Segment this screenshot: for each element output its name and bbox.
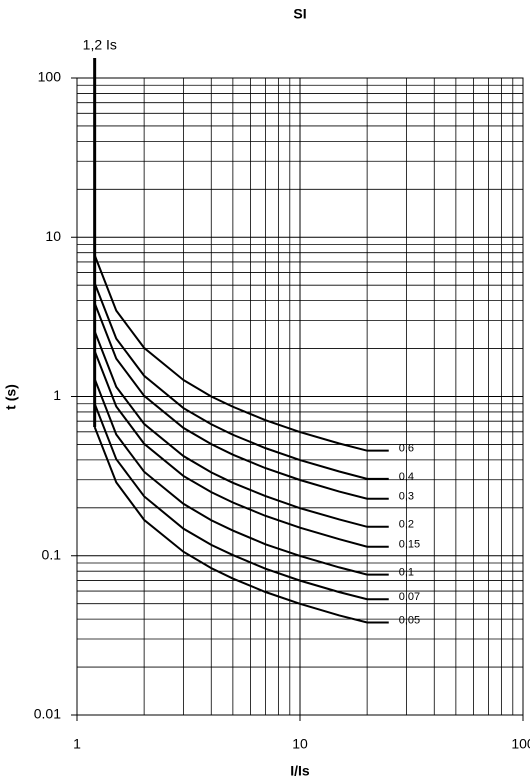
y-tick-label: 100 <box>38 69 62 85</box>
x-tick-label: 10 <box>292 736 308 752</box>
curve <box>93 378 389 576</box>
y-axis-label: t (s) <box>3 384 19 410</box>
curve-label: 0,05 <box>399 614 420 626</box>
curve <box>93 254 389 452</box>
y-tick-label: 10 <box>45 228 61 244</box>
curve-label: 0,07 <box>399 591 420 603</box>
curve <box>93 426 389 624</box>
chart-title: SI <box>293 6 306 22</box>
curve-label: 0,3 <box>399 491 414 503</box>
plot-frame <box>76 77 524 716</box>
curve <box>93 302 389 500</box>
curve <box>93 350 389 548</box>
y-tick-label: 1 <box>53 387 61 403</box>
curve <box>93 403 389 601</box>
curve <box>93 282 389 480</box>
curve-label: 0,4 <box>399 471 414 483</box>
x-axis-label: I/Is <box>290 763 310 779</box>
x-tick-label: 1 <box>73 736 81 752</box>
y-tick-label: 0.1 <box>42 546 62 562</box>
curve-label: 0,6 <box>399 443 414 455</box>
vertical-line-label: 1,2 Is <box>83 37 117 53</box>
x-tick-label: 100 <box>511 736 530 752</box>
curve-label: 0,2 <box>399 519 414 531</box>
curve-label: 0,1 <box>399 567 414 579</box>
curve <box>93 330 389 528</box>
y-tick-label: 0.01 <box>34 706 61 722</box>
curve-label: 0,15 <box>399 539 420 551</box>
